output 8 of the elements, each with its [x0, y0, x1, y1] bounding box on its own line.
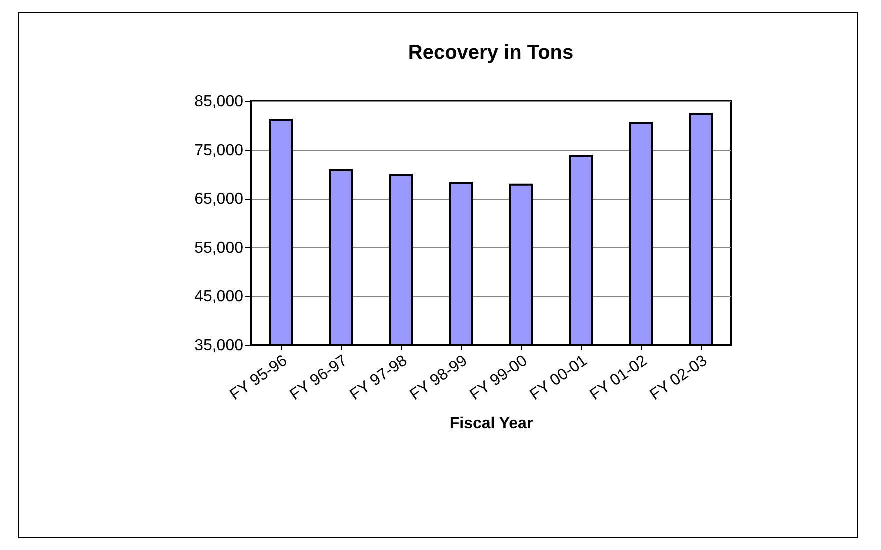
x-axis-title: Fiscal Year: [450, 415, 534, 432]
y-tick-label: 65,000: [194, 191, 244, 208]
y-tick-label: 55,000: [194, 240, 244, 257]
y-tick-label: 45,000: [194, 288, 244, 306]
chart-title: Recovery in Tons: [408, 42, 574, 64]
y-tick-label: 85,000: [194, 94, 244, 110]
y-tick-label: 35,000: [194, 338, 244, 354]
y-tick-label: 75,000: [194, 142, 244, 160]
